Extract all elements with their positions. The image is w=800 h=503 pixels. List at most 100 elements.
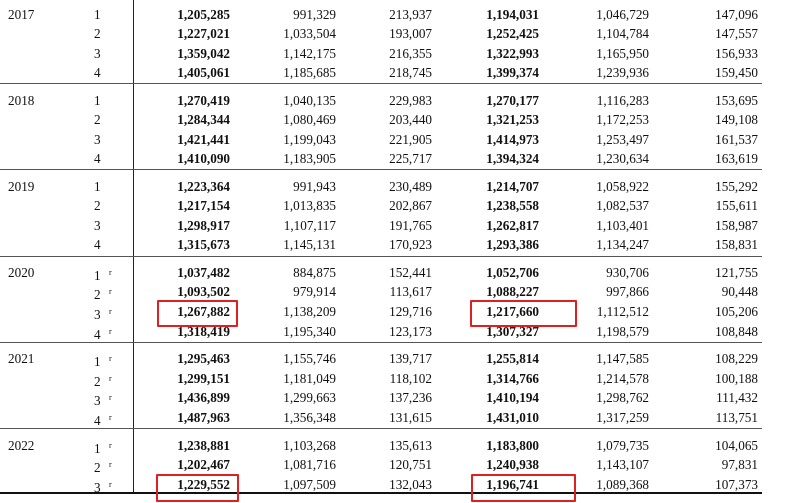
- value-col-4: 1,293,386: [486, 237, 539, 252]
- value-col-6: 97,831: [721, 457, 758, 472]
- year-label: [8, 24, 58, 43]
- value-col-2: 1,138,209: [283, 304, 336, 319]
- value-col-5: 1,103,401: [596, 218, 649, 233]
- value-col-3: 191,765: [389, 218, 432, 233]
- value-col-3: 135,613: [389, 438, 432, 453]
- value-col-6: 155,292: [715, 179, 758, 194]
- table-row: 4 1,405,061 1,185,685 218,745 1,399,374 1,239…: [0, 63, 800, 82]
- table-row: 2020 1 r 1,037,482 884,875 152,441 1,052,706 93…: [0, 263, 800, 283]
- value-col-4: 1,262,817: [486, 218, 539, 233]
- value-col-4: 1,052,706: [486, 265, 539, 280]
- value-col-1: 1,359,042: [177, 46, 230, 61]
- group-separator: [0, 256, 762, 257]
- table-row: 3 r 1,436,899 1,299,663 137,236 1,410,194 1,29…: [0, 388, 800, 408]
- quarter-label: 1: [94, 5, 124, 24]
- value-col-2: 1,356,348: [283, 410, 336, 425]
- value-col-3: 120,751: [389, 457, 432, 472]
- value-col-5: 1,058,922: [596, 179, 649, 194]
- year-label: 2021: [8, 351, 35, 366]
- value-col-1: 1,299,151: [177, 371, 230, 386]
- value-col-5: 1,116,283: [596, 93, 649, 108]
- value-col-5: 1,079,735: [596, 438, 649, 453]
- quarter-label: 1: [94, 177, 124, 196]
- value-col-1: 1,410,090: [177, 151, 230, 166]
- value-col-2: 1,107,117: [283, 218, 336, 233]
- value-col-5: 1,104,784: [596, 26, 649, 41]
- value-col-2: 991,329: [293, 7, 336, 22]
- value-col-6: 121,755: [715, 265, 758, 280]
- value-col-3: 139,717: [389, 351, 432, 366]
- table-row: 2 r 1,093,502 979,914 113,617 1,088,227 997,86…: [0, 282, 800, 302]
- value-col-3: 221,905: [389, 132, 432, 147]
- value-col-4: 1,214,707: [486, 179, 539, 194]
- quarter-number: 2: [94, 460, 101, 475]
- table-bottom-rule: [0, 492, 762, 494]
- value-col-2: 1,013,835: [283, 198, 336, 213]
- value-col-4: 1,217,660: [486, 304, 539, 319]
- value-col-1: 1,436,899: [177, 390, 230, 405]
- value-col-6: 149,108: [715, 112, 758, 127]
- value-col-2: 1,080,469: [283, 112, 336, 127]
- highlight-box: [470, 300, 577, 327]
- year-label: 2022: [8, 438, 35, 453]
- value-col-1: 1,284,344: [177, 112, 230, 127]
- table-row: 3 1,421,441 1,199,043 221,905 1,414,973 1,253…: [0, 130, 800, 149]
- value-col-5: 1,253,497: [596, 132, 649, 147]
- highlight-box: [156, 474, 239, 502]
- year-label: [8, 110, 58, 129]
- value-col-2: 1,097,509: [283, 477, 336, 492]
- value-col-6: 90,448: [721, 284, 758, 299]
- value-col-5: 1,082,537: [596, 198, 649, 213]
- value-col-3: 170,923: [389, 237, 432, 252]
- value-col-6: 104,065: [715, 438, 758, 453]
- year-label: [8, 282, 58, 301]
- table-row: 3 1,298,917 1,107,117 191,765 1,262,817 1,103…: [0, 216, 800, 235]
- year-label: [8, 408, 58, 427]
- value-col-4: 1,321,253: [486, 112, 539, 127]
- quarter-label: 3: [94, 216, 124, 235]
- value-col-5: 1,089,368: [596, 477, 649, 492]
- value-col-3: 225,717: [389, 151, 432, 166]
- value-col-2: 1,183,905: [283, 151, 336, 166]
- quarter-label: 4: [94, 235, 124, 254]
- value-col-4: 1,255,814: [486, 351, 539, 366]
- year-label: [8, 44, 58, 63]
- value-col-3: 218,745: [389, 65, 432, 80]
- value-col-6: 158,987: [715, 218, 758, 233]
- value-col-1: 1,270,419: [177, 93, 230, 108]
- value-col-5: 1,112,512: [596, 304, 649, 319]
- value-col-2: 979,914: [293, 284, 336, 299]
- value-col-1: 1,205,285: [177, 7, 230, 22]
- value-col-3: 132,043: [389, 477, 432, 492]
- value-col-4: 1,194,031: [486, 7, 539, 22]
- value-col-3: 152,441: [389, 265, 432, 280]
- value-col-5: 1,298,762: [596, 390, 649, 405]
- value-col-3: 123,173: [389, 324, 432, 339]
- value-col-3: 213,937: [389, 7, 432, 22]
- value-col-4: 1,431,010: [486, 410, 539, 425]
- value-col-1: 1,421,441: [177, 132, 230, 147]
- value-col-5: 1,046,729: [596, 7, 649, 22]
- quarter-label: 2: [94, 196, 124, 215]
- revised-marker: r: [109, 307, 112, 316]
- value-col-3: 113,617: [389, 284, 432, 299]
- revised-marker: r: [109, 460, 112, 469]
- value-col-3: 118,102: [389, 371, 432, 386]
- table-row: 2018 1 1,270,419 1,040,135 229,983 1,270,177 1…: [0, 91, 800, 110]
- value-col-6: 111,432: [716, 390, 758, 405]
- value-col-4: 1,196,741: [486, 477, 539, 492]
- quarter-number: 4: [94, 151, 101, 166]
- revised-marker: r: [109, 374, 112, 383]
- value-col-3: 131,615: [389, 410, 432, 425]
- quarter-number: 4: [94, 237, 101, 252]
- table-row: 2017 1 1,205,285 991,329 213,937 1,194,031 1,0…: [0, 5, 800, 24]
- quarter-label: 2: [94, 110, 124, 129]
- quarter-number: 4: [94, 327, 101, 342]
- value-col-1: 1,487,963: [177, 410, 230, 425]
- value-col-2: 1,185,685: [283, 65, 336, 80]
